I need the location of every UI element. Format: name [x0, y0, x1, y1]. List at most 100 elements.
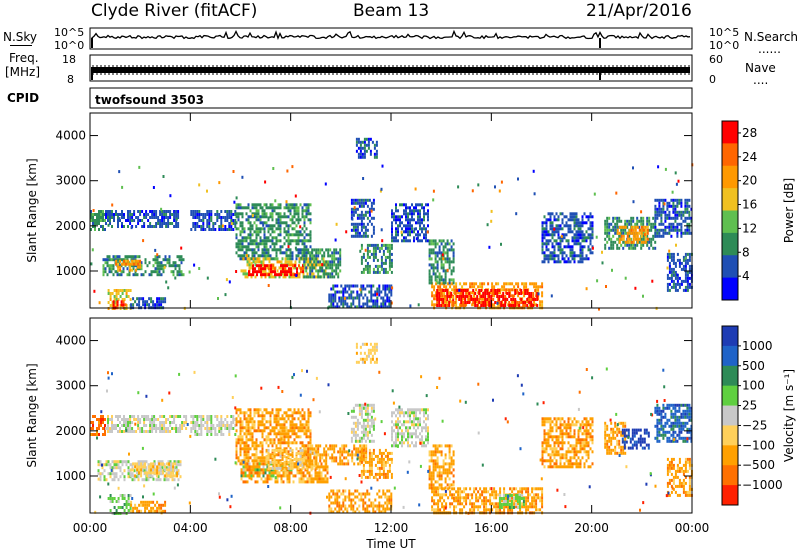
scatter-cell [309, 218, 312, 222]
scatter-cell [172, 468, 175, 472]
scatter-cell [111, 430, 113, 433]
scatter-cell [565, 254, 568, 258]
scatter-cell [305, 453, 308, 457]
scatter-cell [243, 236, 246, 240]
scatter-cell [370, 305, 373, 309]
scatter-cell [332, 302, 335, 306]
scatter-cell [206, 421, 209, 424]
scatter-cell [255, 209, 258, 213]
scatter-cell [123, 460, 126, 464]
scatter-cell [114, 255, 117, 259]
scatter-cell [261, 459, 264, 463]
scatter-cell [543, 251, 546, 255]
scatter-cell [249, 242, 252, 246]
scatter-cell [123, 213, 125, 216]
scatter-cell [200, 430, 203, 433]
scatter-cell [530, 304, 533, 307]
scatter-cell [196, 430, 199, 433]
scatter-cell [520, 292, 523, 295]
scatter-cell [258, 462, 261, 466]
scatter-cell [293, 212, 296, 216]
scatter-region [105, 210, 180, 228]
scatter-cell [462, 295, 465, 298]
scatter-cell [123, 475, 126, 479]
scatter-cell [222, 424, 225, 427]
scatter-cell [222, 228, 225, 231]
scatter-cell [438, 251, 441, 255]
scatter-cell [374, 302, 377, 306]
scatter-cell [255, 456, 258, 460]
scatter-cell [232, 427, 235, 430]
scatter-cell [332, 284, 335, 288]
scatter-cell [587, 218, 590, 222]
scatter-cell [459, 291, 462, 295]
scatter-cell [113, 463, 116, 467]
scatter-cell [139, 460, 142, 464]
scatter-cell [156, 509, 159, 513]
scatter-cell [265, 245, 268, 249]
scatter-cell [159, 210, 162, 213]
scatter-cell [265, 224, 268, 228]
scatter-cell [672, 258, 675, 262]
scatter-cell [239, 248, 242, 252]
scatter-cell [267, 420, 270, 424]
scatter-cell [350, 234, 353, 238]
scatter-cell [119, 506, 122, 509]
scatter-cell [436, 298, 439, 301]
scatter-cell [173, 418, 176, 421]
scatter-cell [668, 210, 671, 214]
scatter-cell [208, 427, 211, 430]
scatter-cell [624, 228, 627, 232]
scatter-cell [305, 266, 308, 270]
scatter-cell [517, 303, 520, 307]
scatter-cell [541, 233, 544, 237]
scatter-cell [360, 255, 363, 259]
scatter-cell [571, 239, 574, 243]
scatter-cell [131, 430, 134, 433]
scatter-cell [132, 462, 135, 466]
scatter-cell [129, 219, 132, 222]
scatter-cell [94, 433, 96, 436]
scatter-cell [604, 231, 607, 235]
scatter-cell [547, 239, 550, 243]
scatter-cell [475, 282, 478, 286]
scatter-cell [110, 270, 113, 274]
scatter-cell [174, 267, 177, 271]
scatter-cell [192, 210, 195, 213]
scatter-cell [170, 270, 173, 274]
scatter-cell [183, 415, 186, 418]
scatter-cell [502, 295, 505, 298]
scatter-cell [519, 297, 522, 301]
scatter-cell [138, 462, 141, 466]
scatter-cell [466, 301, 469, 304]
scatter-cell [226, 228, 229, 231]
scatter-cell [247, 459, 250, 463]
sparse-echo [591, 246, 594, 250]
scatter-cell [168, 264, 171, 268]
scatter-cell [102, 213, 104, 216]
scatter-cell [265, 239, 268, 243]
scatter-cell [156, 270, 159, 274]
scatter-cell [325, 260, 328, 264]
scatter-cell [644, 234, 647, 238]
sparse-echo [175, 217, 178, 221]
scatter-cell [252, 273, 254, 277]
scatter-cell [123, 509, 126, 512]
scatter-cell [430, 248, 433, 252]
scatter-cell [109, 475, 112, 479]
scatter-cell [405, 206, 407, 210]
scatter-cell [172, 273, 175, 277]
scatter-cell [413, 218, 415, 222]
noise-strip-frame [89, 27, 693, 50]
scatter-cell [311, 263, 314, 267]
sparse-echo [163, 265, 166, 269]
scatter-cell [573, 224, 576, 228]
scatter-cell [388, 296, 391, 300]
scatter-cell [337, 266, 340, 270]
scatter-cell [481, 297, 484, 301]
scatter-cell [99, 460, 102, 464]
scatter-cell [269, 414, 272, 418]
scatter-cell [374, 293, 377, 297]
scatter-cell [384, 284, 387, 288]
scatter-cell [672, 225, 675, 229]
